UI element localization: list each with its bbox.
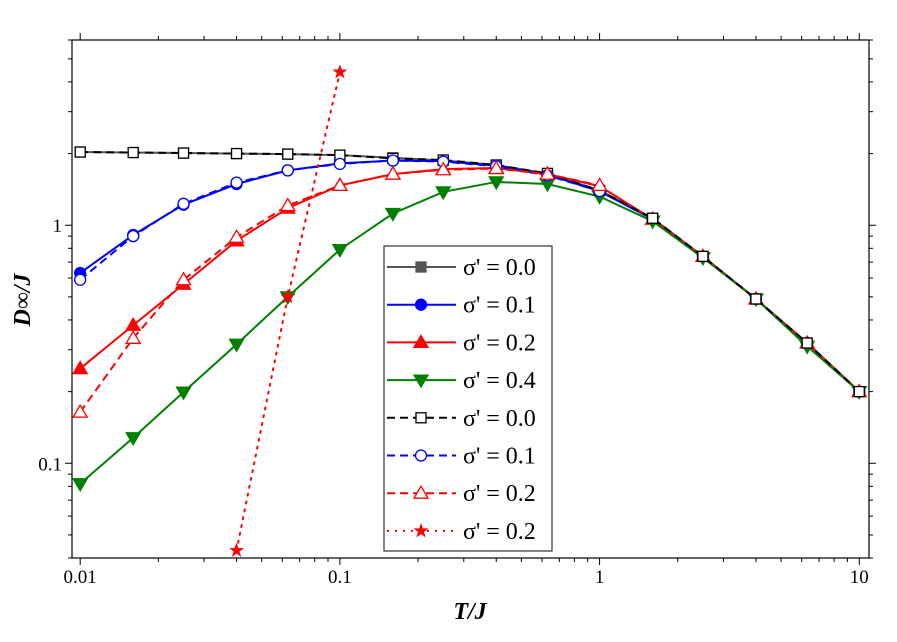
data-point: [697, 250, 709, 263]
legend-marker: [412, 374, 430, 389]
data-point: [127, 146, 139, 159]
data-point: [72, 403, 89, 418]
data-point: [281, 164, 294, 177]
legend-marker: [412, 484, 430, 499]
data-point: [175, 271, 192, 286]
data-point: [74, 273, 87, 286]
axis-ticks: 0.01 0.1 1 10 0.1 1: [38, 33, 876, 588]
legend-label: σ' = 0.2: [463, 519, 536, 545]
x-tick-label: 0.01: [64, 567, 97, 588]
data-point: [72, 360, 89, 375]
data-point: [175, 386, 192, 401]
legend-label: σ' = 0.2: [463, 481, 536, 507]
data-point: [435, 161, 452, 176]
data-point: [332, 64, 348, 79]
data-point: [591, 177, 608, 192]
data-point: [488, 176, 505, 191]
x-tick-label: 0.1: [328, 567, 352, 588]
x-tick-label: 1: [595, 567, 605, 588]
legend-label: σ' = 0.0: [463, 255, 536, 281]
legend-marker: [413, 522, 429, 538]
data-point: [646, 212, 659, 224]
data-point: [333, 157, 347, 171]
data-point: [229, 542, 245, 557]
y-tick-label: 0.1: [38, 454, 62, 475]
legend-label: σ' = 0.0: [463, 406, 536, 432]
data-point: [125, 330, 142, 344]
data-point: [230, 176, 243, 189]
series-line: [80, 151, 860, 393]
data-point: [279, 197, 296, 212]
legend-marker: [414, 449, 428, 462]
data-point: [177, 147, 190, 159]
data-point: [228, 228, 245, 243]
data-point: [331, 177, 349, 192]
legend-label: σ' = 0.2: [463, 330, 536, 356]
legend-marker: [414, 298, 428, 311]
y-axis-label: D∞/J: [10, 272, 36, 327]
data-point: [750, 293, 762, 305]
series-7: [229, 64, 348, 557]
data-point: [488, 160, 505, 175]
data-point: [853, 385, 865, 398]
x-tick-label: 10: [850, 567, 869, 588]
data-point: [801, 337, 813, 349]
data-point: [384, 165, 402, 180]
x-axis-label: T/J: [453, 599, 487, 625]
data-point: [127, 229, 140, 243]
data-point: [386, 154, 400, 167]
data-point: [72, 478, 89, 493]
series-6: [72, 160, 608, 418]
plot-frame: [71, 39, 870, 559]
series-line: [235, 71, 341, 552]
data-point: [282, 148, 294, 160]
data-point: [125, 432, 142, 447]
data-point: [539, 165, 556, 180]
data-point: [435, 186, 452, 201]
legend-label: σ' = 0.4: [463, 368, 536, 394]
data-point: [331, 243, 349, 258]
data-point: [384, 207, 402, 222]
legend-box: [383, 245, 553, 552]
legend-marker: [415, 412, 427, 424]
legend-label: σ' = 0.1: [463, 444, 536, 470]
plot-area: [72, 64, 868, 557]
legend-label: σ' = 0.1: [463, 293, 536, 319]
legend: σ' = 0.0 σ' = 0.1 σ' = 0.2 σ' = 0.4 σ' = 0.0…: [383, 245, 553, 552]
data-point: [177, 197, 190, 210]
data-point: [74, 146, 86, 158]
data-point: [230, 147, 243, 160]
y-tick-label: 1: [53, 216, 63, 237]
data-point: [280, 288, 296, 304]
data-point: [228, 338, 245, 353]
legend-marker: [412, 334, 430, 349]
legend-marker: [415, 261, 427, 273]
